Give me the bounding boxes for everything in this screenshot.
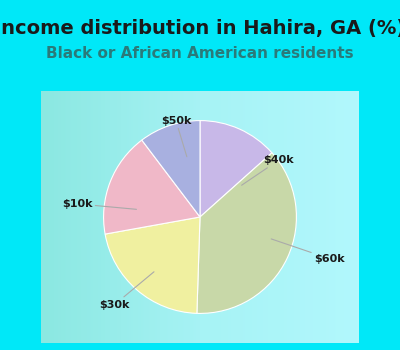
Text: $10k: $10k (62, 199, 136, 209)
Wedge shape (197, 153, 296, 313)
Text: Income distribution in Hahira, GA (%): Income distribution in Hahira, GA (%) (0, 19, 400, 38)
Text: Black or African American residents: Black or African American residents (46, 46, 354, 61)
Wedge shape (104, 140, 200, 234)
Wedge shape (200, 121, 272, 217)
Text: $40k: $40k (242, 155, 294, 185)
Text: $30k: $30k (99, 272, 154, 310)
Wedge shape (142, 121, 200, 217)
Text: $50k: $50k (161, 116, 191, 157)
Text: $60k: $60k (271, 239, 344, 264)
Wedge shape (105, 217, 200, 313)
